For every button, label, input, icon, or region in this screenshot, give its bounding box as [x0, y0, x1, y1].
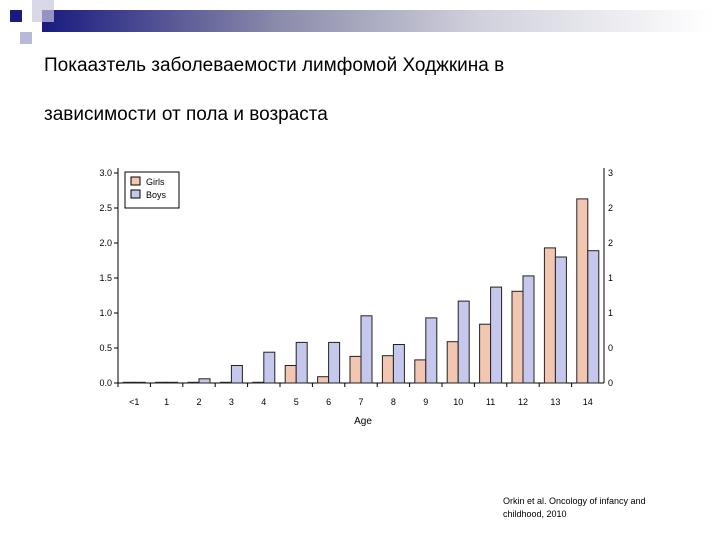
bar-boys: [392, 344, 405, 384]
bar-boys: [490, 286, 503, 384]
x-tick-label: 4: [261, 397, 266, 407]
header-bar: [42, 10, 712, 32]
header-square-light-2: [20, 32, 32, 44]
x-axis-label: Age: [354, 416, 372, 427]
bar-girls: [576, 198, 589, 384]
bar-girls: [349, 355, 362, 384]
bar-girls: [479, 323, 492, 384]
bar-girls: [543, 247, 556, 384]
citation: Orkin et al. Oncology of infancy and chi…: [503, 495, 683, 521]
y-tick-label: 3.0: [99, 168, 112, 178]
bar-girls: [446, 341, 459, 384]
x-tick-label: <1: [129, 397, 139, 407]
citation-line2: childhood, 2010: [503, 509, 567, 519]
header-square-dark: [10, 10, 22, 22]
x-tick-label: 6: [326, 397, 331, 407]
bar-girls: [187, 381, 200, 384]
x-tick-label: 10: [453, 397, 463, 407]
x-tick-label: 8: [391, 397, 396, 407]
x-tick-label: 3: [229, 397, 234, 407]
y-tick-label: 2.0: [99, 238, 112, 248]
bar-boys: [263, 351, 276, 384]
x-tick-label: 7: [358, 397, 363, 407]
y-tick-label: 1.5: [99, 273, 112, 283]
bar-boys: [198, 378, 211, 384]
bar-girls: [122, 381, 135, 384]
slide-title-line1: Покаазтель заболеваемости лимфомой Ходжк…: [44, 55, 505, 76]
bar-girls: [284, 365, 297, 384]
legend-label-boys: Boys: [146, 190, 167, 200]
y-tick-label: 1.0: [99, 308, 112, 318]
x-tick-label: 1: [164, 397, 169, 407]
right-tick-label: 3: [608, 168, 613, 178]
x-tick-label: 11: [486, 397, 495, 407]
x-tick-label: 12: [518, 397, 528, 407]
citation-line1: Orkin et al. Oncology of infancy and: [503, 496, 646, 506]
bar-boys: [166, 381, 179, 384]
slide-title-line2: зависимости от пола и возраста: [44, 104, 328, 125]
y-tick-label: 0.5: [99, 343, 112, 353]
bar-girls: [252, 381, 265, 384]
x-tick-label: 9: [423, 397, 428, 407]
x-tick-label: 2: [196, 397, 201, 407]
legend-swatch-boys: [130, 189, 141, 199]
right-tick-label: 1: [608, 308, 613, 318]
x-tick-label: 13: [550, 397, 560, 407]
legend-label-girls: Girls: [146, 177, 165, 187]
header-square-light: [32, 0, 54, 22]
bar-girls: [317, 376, 330, 384]
right-tick-label: 0: [608, 343, 613, 353]
bar-girls: [414, 359, 427, 384]
bar-boys: [522, 275, 535, 384]
bar-boys: [328, 341, 341, 384]
x-tick-label: 5: [294, 397, 299, 407]
bar-girls: [155, 381, 168, 384]
right-tick-label: 2: [608, 203, 613, 213]
legend-swatch-girls: [130, 176, 141, 186]
right-tick-label: 2: [608, 238, 613, 248]
bar-boys: [457, 300, 470, 384]
y-tick-label: 0.0: [99, 378, 112, 388]
bar-girls: [381, 355, 394, 384]
right-tick-label: 0: [608, 378, 613, 388]
bar-boys: [133, 381, 146, 384]
bar-boys: [295, 341, 308, 384]
bar-girls: [219, 381, 232, 384]
bar-girls: [511, 290, 524, 384]
bar-boys: [230, 365, 243, 384]
y-tick-label: 2.5: [99, 203, 112, 213]
x-tick-label: 14: [583, 397, 593, 407]
bar-boys: [587, 250, 600, 384]
bar-boys: [425, 317, 438, 384]
bar-boys: [554, 256, 567, 384]
bar-boys: [360, 315, 373, 384]
right-tick-label: 1: [608, 273, 613, 283]
